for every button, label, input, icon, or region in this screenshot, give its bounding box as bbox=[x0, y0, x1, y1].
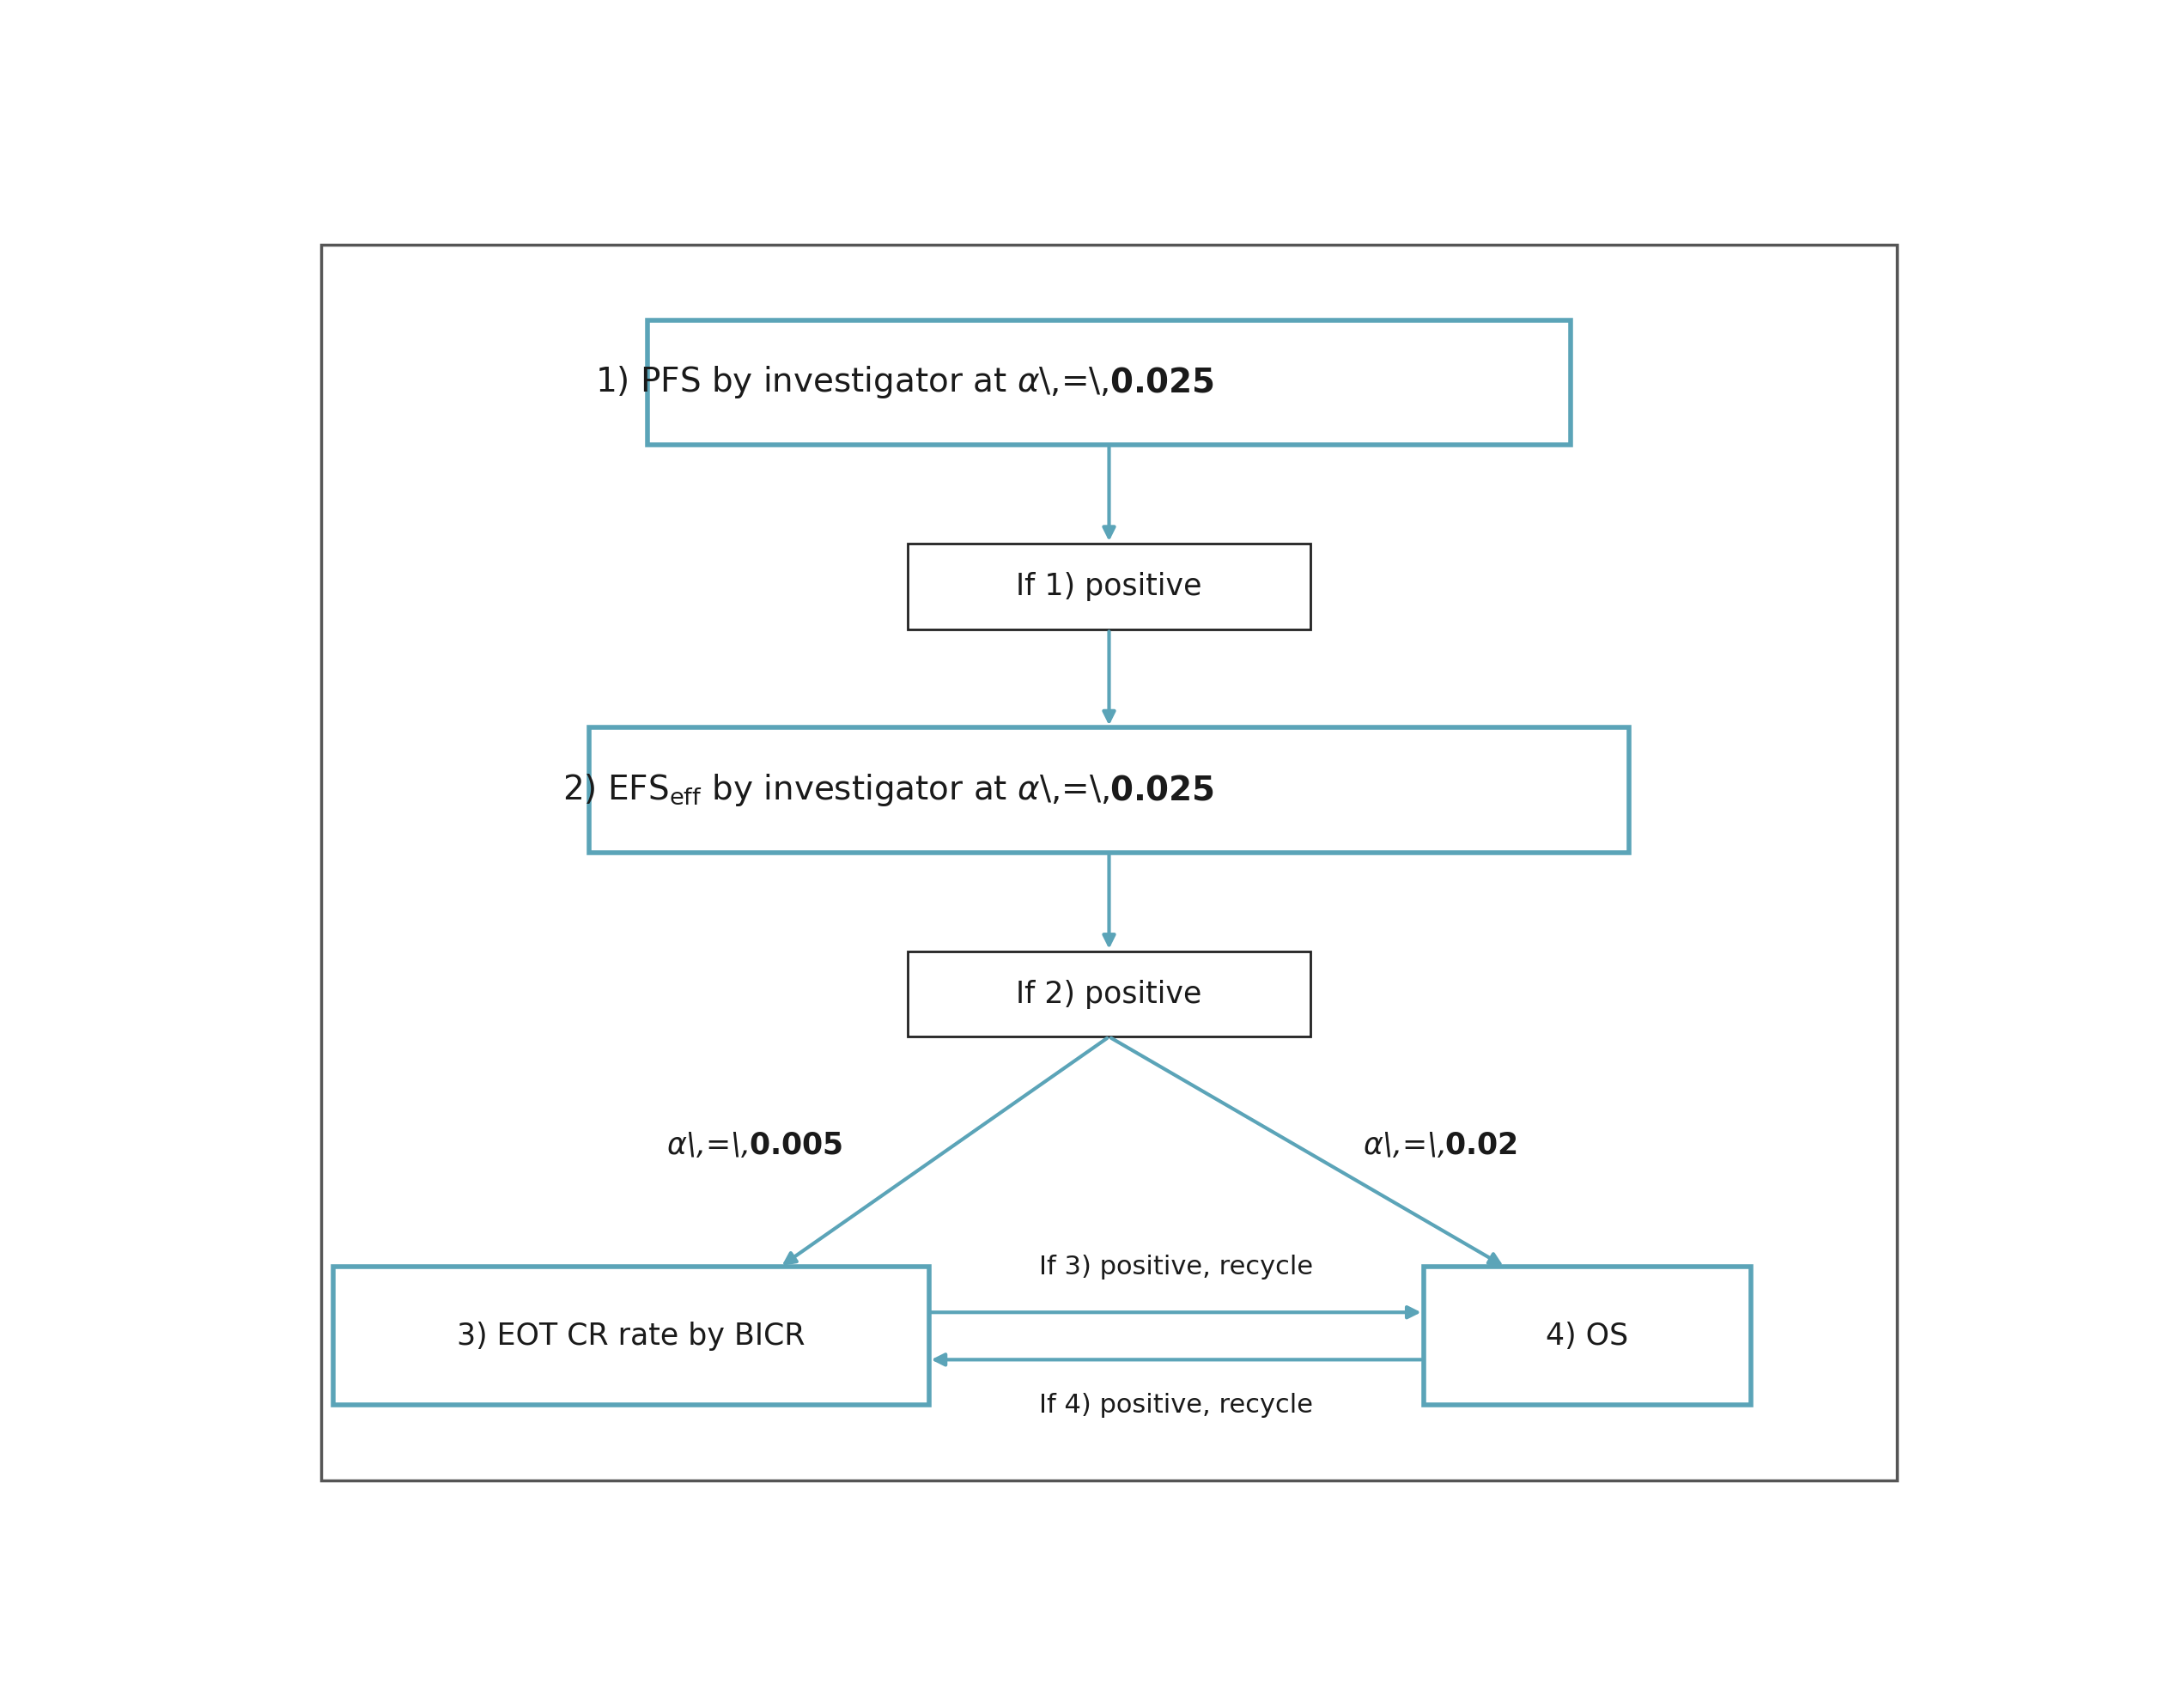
Text: $\alpha$\,=\,: $\alpha$\,=\, bbox=[667, 1131, 749, 1160]
FancyBboxPatch shape bbox=[1424, 1267, 1751, 1406]
Text: If 2) positive: If 2) positive bbox=[1017, 979, 1201, 1009]
Text: 1) PFS by investigator at $\alpha$\,=\,: 1) PFS by investigator at $\alpha$\,=\, bbox=[595, 364, 1108, 401]
Text: $\mathbf{0.025}$: $\mathbf{0.025}$ bbox=[1108, 366, 1214, 400]
FancyBboxPatch shape bbox=[647, 319, 1571, 446]
Text: 4) OS: 4) OS bbox=[1545, 1322, 1627, 1351]
FancyBboxPatch shape bbox=[320, 244, 1898, 1481]
Text: $\mathbf{0.025}$: $\mathbf{0.025}$ bbox=[1108, 774, 1214, 806]
Text: If 4) positive, recycle: If 4) positive, recycle bbox=[1039, 1392, 1314, 1418]
FancyBboxPatch shape bbox=[907, 951, 1309, 1037]
FancyBboxPatch shape bbox=[333, 1267, 928, 1406]
Text: If 1) positive: If 1) positive bbox=[1017, 572, 1201, 601]
FancyBboxPatch shape bbox=[907, 543, 1309, 629]
Text: 2) EFS$_\mathregular{eff}$ by investigator at $\alpha$\,=\,: 2) EFS$_\mathregular{eff}$ by investigat… bbox=[563, 772, 1108, 808]
Text: 3) EOT CR rate by BICR: 3) EOT CR rate by BICR bbox=[457, 1322, 805, 1351]
Text: $\alpha$\,=\,: $\alpha$\,=\, bbox=[1363, 1131, 1446, 1160]
Text: If 3) positive, recycle: If 3) positive, recycle bbox=[1039, 1255, 1314, 1279]
FancyBboxPatch shape bbox=[589, 728, 1629, 852]
Text: $\mathbf{0.005}$: $\mathbf{0.005}$ bbox=[749, 1131, 842, 1160]
Text: $\mathbf{0.02}$: $\mathbf{0.02}$ bbox=[1446, 1131, 1517, 1160]
